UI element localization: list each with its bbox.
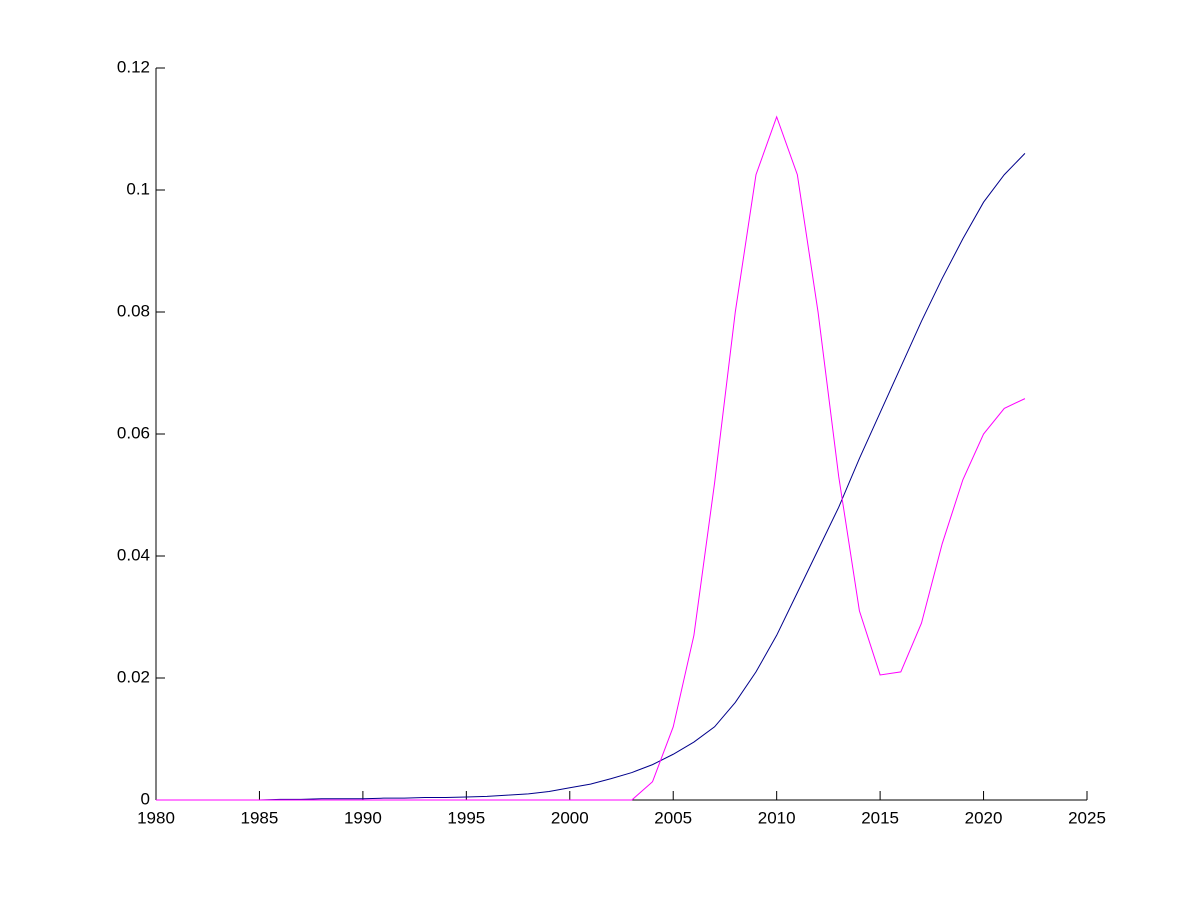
x-tick-label: 2010 [758,808,796,827]
x-tick-label: 1980 [137,808,175,827]
y-tick-label: 0.12 [117,57,150,76]
x-tick-label: 2005 [654,808,692,827]
y-tick-label: 0.06 [117,423,150,442]
y-tick-label: 0.08 [117,301,150,320]
data-line [156,115,1026,801]
x-tick-label: 1990 [344,808,382,827]
x-tick-label: 2025 [1068,808,1106,827]
y-tick-label: 0.04 [117,545,150,564]
y-tick-label: 0.02 [117,667,150,686]
x-tick-label: 1995 [447,808,485,827]
y-tick-label: 0.1 [126,179,150,198]
x-tick-label: 1985 [241,808,279,827]
data-line [156,153,1026,801]
y-tick-label: 0 [141,789,150,808]
x-tick-label: 2020 [965,808,1003,827]
x-tick-label: 2015 [861,808,899,827]
x-tick-label: 2000 [551,808,589,827]
